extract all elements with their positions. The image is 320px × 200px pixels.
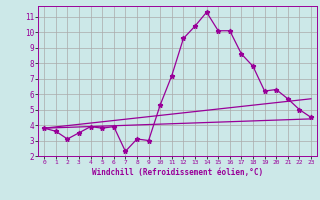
X-axis label: Windchill (Refroidissement éolien,°C): Windchill (Refroidissement éolien,°C) <box>92 168 263 177</box>
